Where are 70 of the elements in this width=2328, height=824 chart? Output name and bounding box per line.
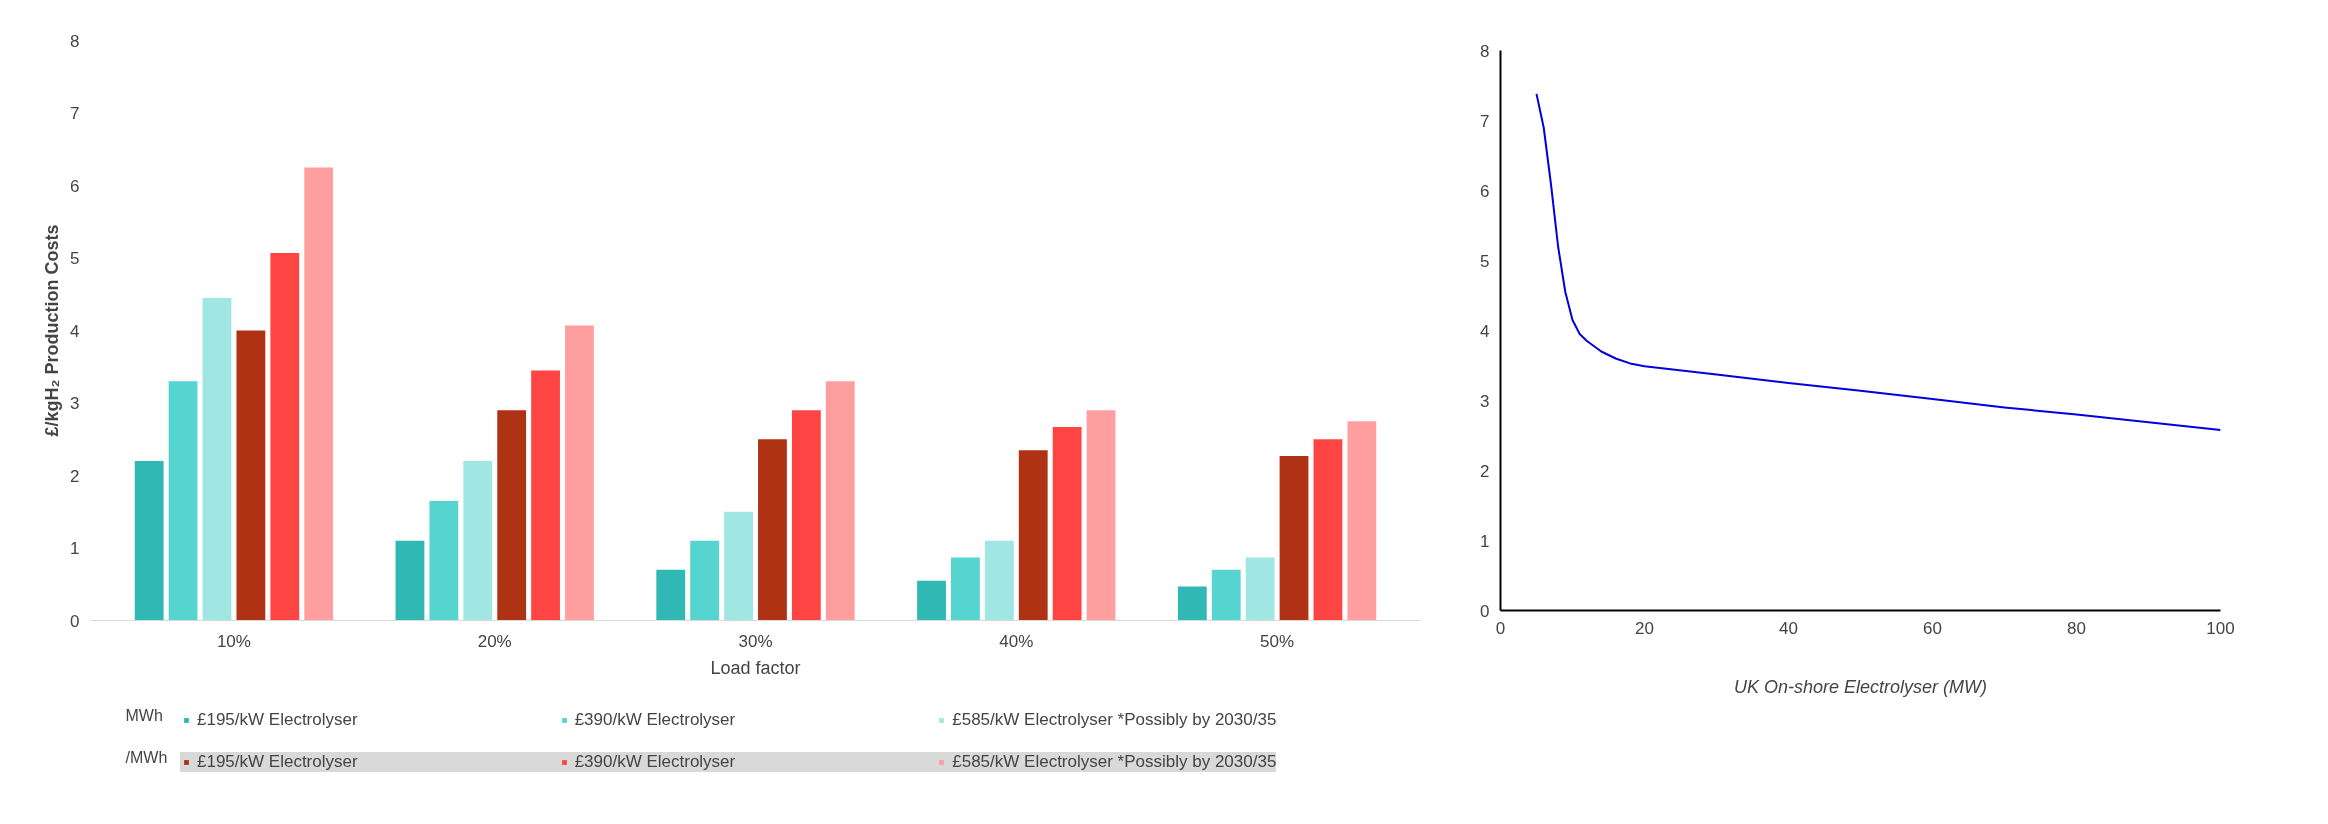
bar xyxy=(1347,421,1377,621)
bar xyxy=(1245,557,1275,621)
x-tick-label: 80 xyxy=(2067,618,2086,638)
x-tick-label: 40 xyxy=(1779,618,1798,638)
bar xyxy=(429,500,459,621)
x-axis-title: Load factor xyxy=(710,657,801,678)
bar xyxy=(758,439,787,621)
x-tick-label: 10% xyxy=(216,631,251,651)
bar xyxy=(690,540,720,621)
y-tick-label: 8 xyxy=(1480,41,1490,61)
y-tick-label: 1 xyxy=(1480,531,1490,551)
bar xyxy=(134,461,164,621)
bar xyxy=(395,540,425,621)
y-tick-label: 4 xyxy=(1480,321,1490,341)
x-tick-label: 20% xyxy=(477,631,512,651)
bar xyxy=(236,330,266,621)
y-tick-label: 0 xyxy=(1480,601,1490,621)
bar xyxy=(1279,455,1309,621)
y-tick-label: 2 xyxy=(1480,461,1490,481)
y-tick-label: 1 xyxy=(70,539,80,558)
legend-label: £585/kW Electrolyser *Possibly by 2030/35 xyxy=(952,710,1277,730)
bar xyxy=(270,252,300,621)
bar xyxy=(984,540,1014,621)
bar xyxy=(304,167,334,621)
bar xyxy=(202,297,232,621)
bar xyxy=(656,569,686,621)
y-tick-label: 4 xyxy=(70,321,80,341)
line-series xyxy=(1535,92,2221,431)
legend-label: £390/kW Electrolyser xyxy=(574,710,736,730)
x-axis-title: UK On-shore Electrolyser (MW) xyxy=(1733,676,1988,697)
x-tick-label: 0 xyxy=(1495,618,1506,638)
bar xyxy=(463,461,493,621)
bar xyxy=(1313,439,1343,621)
x-tick-label: 30% xyxy=(738,631,773,651)
legend-label: £390/kW Electrolyser xyxy=(574,752,736,772)
y-tick-label: 3 xyxy=(1480,391,1490,411)
y-tick-label: 5 xyxy=(70,249,80,268)
text: MWh xyxy=(125,707,163,724)
bar xyxy=(497,410,527,621)
y-tick-label: 3 xyxy=(70,394,80,413)
legend-label: £195/kW Electrolyser xyxy=(197,710,358,730)
y-axis-title: £/kgH₂ Production Costs xyxy=(42,224,63,437)
y-tick-label: 2 xyxy=(70,466,80,486)
bar xyxy=(951,557,980,621)
bar xyxy=(531,370,560,621)
bar xyxy=(724,511,753,621)
y-tick-label: 5 xyxy=(1480,251,1490,271)
y-tick-label: 7 xyxy=(70,104,80,123)
y-tick-label: 6 xyxy=(70,176,80,196)
bar xyxy=(565,325,594,621)
bar xyxy=(791,410,821,621)
legend-label: £195/kW Electrolyser xyxy=(197,752,358,772)
bar xyxy=(825,381,855,621)
legend-label: £585/kW Electrolyser *Possibly by 2030/35 xyxy=(952,752,1277,772)
y-tick-label: 7 xyxy=(1480,111,1490,131)
bar xyxy=(917,580,946,621)
bar xyxy=(1086,410,1116,621)
y-tick-label: 8 xyxy=(70,31,80,51)
x-tick-label: 60 xyxy=(1923,618,1942,638)
x-tick-label: 20 xyxy=(1635,618,1654,638)
x-tick-label: 50% xyxy=(1260,631,1295,651)
text: /MWh xyxy=(125,749,168,766)
y-tick-label: 6 xyxy=(1480,181,1490,201)
bar xyxy=(1052,426,1082,621)
bar xyxy=(168,381,198,621)
bar xyxy=(1177,586,1207,621)
bar xyxy=(1211,569,1241,621)
bar xyxy=(1018,450,1048,621)
x-tick-label: 100 xyxy=(2206,618,2235,638)
x-tick-label: 40% xyxy=(999,631,1034,651)
